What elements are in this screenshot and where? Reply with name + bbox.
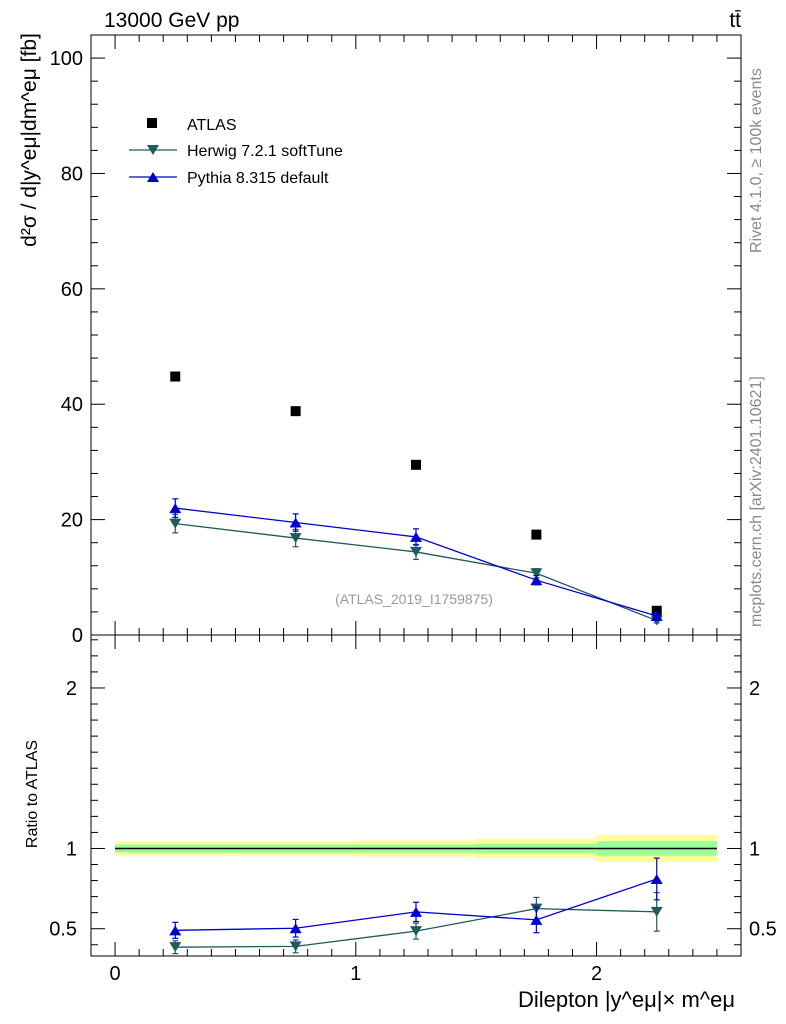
- main-point-pythia: [650, 610, 663, 621]
- ratio-ytick-label-right: 2: [749, 678, 760, 700]
- main-ytick-label: 0: [72, 625, 83, 647]
- ratio-ytick-label-right: 0.5: [749, 919, 777, 941]
- ratio-point-pythia: [410, 906, 422, 917]
- analysis-id: (ATLAS_2019_I1759875): [335, 591, 493, 607]
- xtick-label: 2: [591, 963, 602, 985]
- main-point-herwig: [169, 518, 182, 529]
- xlabel: Dilepton |y^eμ|× m^eμ: [518, 987, 735, 1012]
- legend-label-herwig: Herwig 7.2.1 softTune: [187, 143, 343, 160]
- header-process: 13000 GeV pp: [104, 9, 239, 32]
- mcplots-label: mcplots.cern.ch [arXiv:2401.10621]: [748, 376, 765, 627]
- ratio-point-herwig: [289, 941, 302, 952]
- legend-marker-herwig: [147, 145, 159, 155]
- ratio-ytick-label-left: 1: [66, 838, 77, 860]
- main-point-herwig: [530, 568, 543, 579]
- ratio-point-pythia: [289, 923, 302, 934]
- ratio-ytick-label-right: 1: [749, 838, 760, 860]
- main-ytick-label: 100: [50, 48, 83, 70]
- main-point-pythia: [410, 531, 422, 542]
- ratio-frame: [90, 634, 742, 957]
- main-ytick-label: 20: [61, 510, 83, 532]
- main-point-atlas: [651, 605, 662, 616]
- main-point-pythia: [530, 575, 543, 586]
- ratio-point-pythia: [650, 873, 663, 884]
- legend: ATLAS Herwig 7.2.1 softTune Pythia 8.315…: [129, 117, 343, 187]
- main-point-pythia: [289, 517, 302, 528]
- main-ytick-label: 60: [61, 279, 83, 301]
- ratio-point-pythia: [530, 914, 543, 925]
- main-point-atlas: [531, 529, 542, 540]
- ratio-ylabel: Ratio to ATLAS: [24, 740, 41, 848]
- main-point-atlas: [170, 371, 181, 382]
- xtick-label: 0: [110, 963, 121, 985]
- ratio-ytick-label-left: 2: [66, 678, 77, 700]
- header-final-state: tt̄: [729, 9, 741, 32]
- ratio-point-herwig: [650, 906, 663, 917]
- main-point-atlas: [411, 459, 421, 470]
- main-ylabel: d²σ / d|y^eμ|dm^eμ [fb]: [18, 33, 41, 247]
- ratio-point-herwig: [169, 942, 182, 953]
- legend-marker-atlas: [147, 118, 157, 128]
- legend-marker-pythia: [147, 172, 159, 182]
- main-ytick-label: 40: [61, 394, 83, 416]
- ratio-point-pythia: [169, 925, 182, 936]
- main-point-atlas: [290, 406, 301, 417]
- rivet-label: Rivet 4.1.0, ≥ 100k events: [748, 68, 765, 253]
- xtick-label: 1: [350, 963, 361, 985]
- main-point-pythia: [169, 503, 182, 514]
- legend-label-pythia: Pythia 8.315 default: [187, 170, 329, 187]
- ratio-point-herwig: [410, 926, 422, 937]
- main-point-herwig: [289, 533, 302, 544]
- main-point-herwig: [410, 546, 422, 557]
- ratio-ytick-label-left: 0.5: [49, 919, 77, 941]
- legend-label-atlas: ATLAS: [187, 117, 237, 134]
- main-ytick-label: 80: [61, 163, 83, 185]
